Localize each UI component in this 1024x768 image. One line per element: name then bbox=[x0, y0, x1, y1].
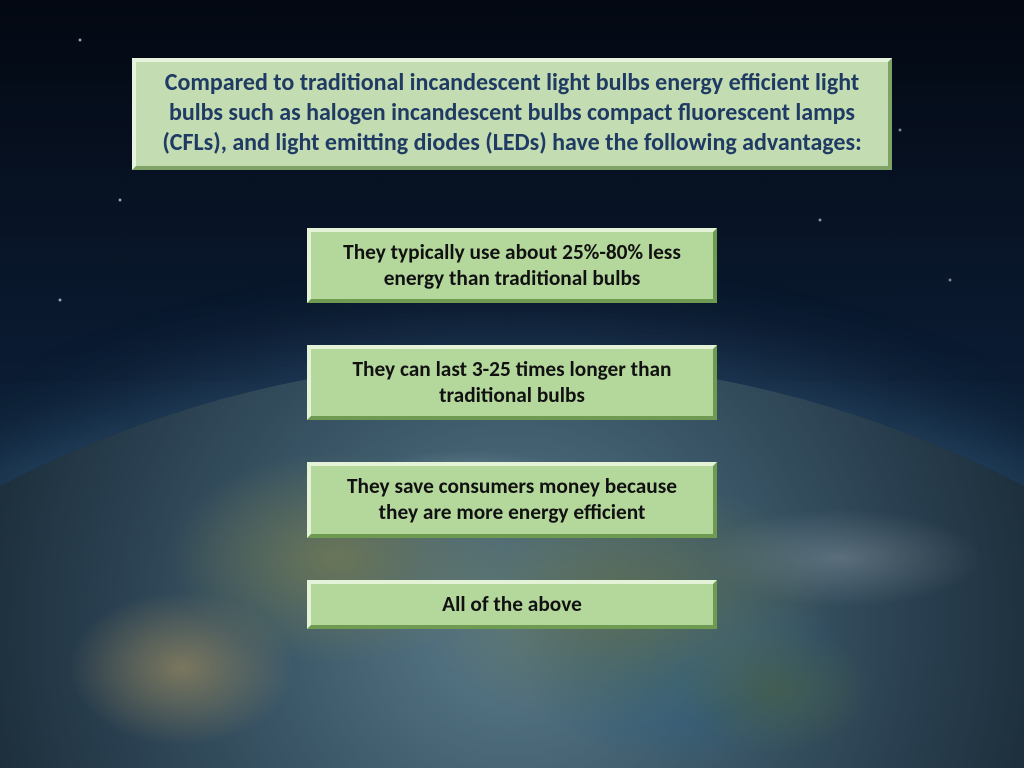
answer-option-b[interactable]: They can last 3-25 times longer than tra… bbox=[307, 345, 717, 420]
answer-option-d[interactable]: All of the above bbox=[307, 580, 717, 630]
question-box: Compared to traditional incandescent lig… bbox=[132, 58, 892, 170]
answer-option-a[interactable]: They typically use about 25%-80% less en… bbox=[307, 228, 717, 303]
answers-container: They typically use about 25%-80% less en… bbox=[307, 228, 717, 629]
answer-option-c[interactable]: They save consumers money because they a… bbox=[307, 462, 717, 537]
quiz-slide: Compared to traditional incandescent lig… bbox=[0, 0, 1024, 768]
